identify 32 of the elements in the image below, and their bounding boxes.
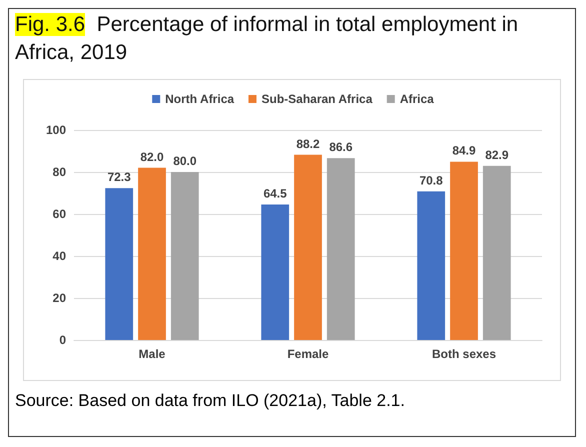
x-tick-label: Both sexes bbox=[432, 347, 496, 361]
data-label: 64.5 bbox=[263, 186, 288, 201]
data-label: 80.0 bbox=[173, 154, 197, 168]
data-label: 82.9 bbox=[485, 148, 509, 162]
bar bbox=[326, 158, 355, 340]
bar bbox=[482, 166, 511, 340]
source-note: Source: Based on data from ILO (2021a), Table 2.1. bbox=[14, 390, 406, 411]
data-label: 88.2 bbox=[296, 136, 320, 151]
bar bbox=[450, 162, 478, 340]
bar bbox=[294, 154, 322, 340]
bar bbox=[170, 172, 199, 340]
y-tick-label: 60 bbox=[52, 207, 66, 221]
x-tick-label: Female bbox=[287, 347, 329, 361]
bar bbox=[105, 188, 134, 340]
y-tick-label: 100 bbox=[46, 123, 66, 137]
y-tick-label: 40 bbox=[52, 249, 66, 263]
chart-title: Fig. 3.6 Percentage of informal in total employment in Africa, 2019 bbox=[15, 13, 520, 64]
data-label: 70.8 bbox=[419, 173, 444, 188]
legend-label: Sub-Saharan Africa bbox=[261, 92, 373, 106]
data-label: 82.0 bbox=[140, 150, 164, 164]
data-label: 86.6 bbox=[329, 140, 353, 154]
y-tick-label: 20 bbox=[52, 291, 66, 305]
bar bbox=[261, 204, 290, 340]
y-tick-label: 0 bbox=[59, 333, 66, 347]
y-tick-label: 80 bbox=[52, 165, 66, 179]
legend-label: Africa bbox=[400, 92, 434, 106]
data-label: 72.3 bbox=[107, 170, 132, 184]
x-tick-label: Male bbox=[138, 347, 166, 361]
data-label: 84.9 bbox=[452, 144, 476, 158]
bar bbox=[138, 168, 166, 340]
legend-label: North Africa bbox=[165, 92, 234, 106]
bar bbox=[417, 191, 446, 340]
